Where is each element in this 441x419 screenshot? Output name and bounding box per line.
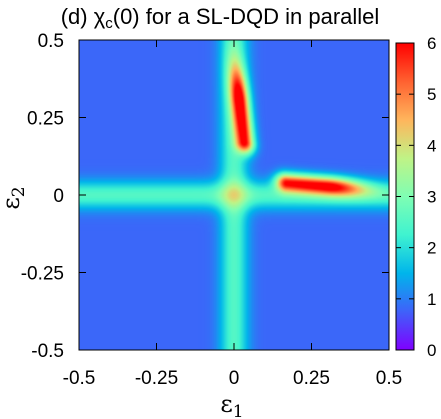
x-axis-ticks: -0.5 -0.25 0 0.25 0.5 [63, 40, 402, 389]
y-tick-label: 0.25 [27, 109, 64, 130]
x-axis-label: ε1 [220, 390, 243, 419]
y-axis-label: ε2 [0, 186, 29, 209]
heatmap-image [79, 40, 389, 350]
x-tick-label: 0.5 [376, 368, 402, 389]
x-tick-label: -0.5 [63, 368, 96, 389]
x-tick-label: -0.25 [135, 368, 178, 389]
colorbar-tick-label: 0 [427, 341, 436, 360]
chart-title: (d) χc(0) for a SL-DQD in parallel [61, 4, 380, 32]
colorbar-tick-label: 5 [427, 85, 436, 104]
y-axis-ticks: 0.5 0.25 0 -0.25 -0.5 [21, 31, 389, 362]
y-tick-label: -0.5 [31, 341, 64, 362]
x-tick-label: 0 [229, 368, 240, 389]
colorbar-tick-label: 1 [427, 290, 436, 309]
y-tick-label: 0.5 [38, 31, 64, 52]
colorbar-ticks: 6 5 4 3 2 1 0 [396, 34, 436, 360]
x-tick-label: 0.25 [293, 368, 330, 389]
colorbar-tick-label: 6 [427, 34, 436, 53]
colorbar-tick-label: 3 [427, 188, 436, 207]
y-tick-label: -0.25 [21, 264, 64, 285]
y-tick-label: 0 [53, 186, 64, 207]
colorbar-tick-label: 4 [427, 136, 436, 155]
colorbar-tick-label: 2 [427, 239, 436, 258]
